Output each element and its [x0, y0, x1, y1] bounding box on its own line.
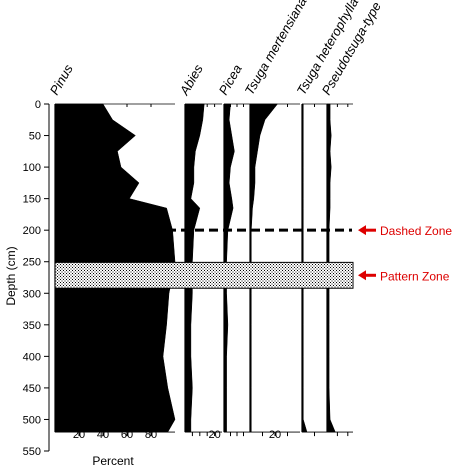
- x-tick-label: 20: [269, 429, 281, 441]
- taxon-area: [301, 103, 308, 433]
- taxon-name: Pinus: [47, 61, 76, 97]
- arrow-head: [358, 270, 366, 281]
- depth-tick-label: 0: [35, 99, 41, 111]
- x-axis-label: Percent: [92, 454, 134, 468]
- panel-pinus: 20 40 60 80 Pinus: [47, 61, 176, 441]
- x-tick-label: 80: [145, 429, 157, 441]
- panel-pseudotsuga-type: Pseudotsuga-type: [319, 0, 384, 437]
- depth-tick-label: 500: [23, 414, 41, 426]
- pattern-zone-label: Pattern Zone: [380, 269, 450, 283]
- taxon-area: [184, 103, 205, 433]
- depth-tick-label: 100: [23, 162, 41, 174]
- x-tick-label: 60: [121, 429, 133, 441]
- pattern-zone-arrow: [358, 270, 376, 281]
- x-tick-label: 20: [208, 429, 220, 441]
- dashed-zone-label: Dashed Zone: [380, 224, 452, 238]
- depth-tick-label: 550: [23, 446, 41, 458]
- pattern-zone-band: [54, 261, 354, 289]
- depth-axis-label: Depth (cm): [4, 246, 18, 305]
- zones: Dashed Zone Pattern Zone: [54, 224, 452, 289]
- depth-tick-label: 200: [23, 225, 41, 237]
- depth-tick-label: 150: [23, 194, 41, 206]
- x-tick-label: 20: [73, 429, 85, 441]
- depth-tick-label: 450: [23, 383, 41, 395]
- depth-tick-label: 350: [23, 320, 41, 332]
- depth-axis: Depth (cm) 0 50 100 150 200 250 300 350 400 450 50…: [4, 99, 50, 458]
- depth-tick-label: 250: [23, 257, 41, 269]
- depth-tick-label: 50: [29, 131, 41, 143]
- x-tick-label: 40: [97, 429, 109, 441]
- arrow-head: [358, 225, 366, 236]
- depth-tick-label: 400: [23, 351, 41, 363]
- dashed-zone-arrow: [358, 225, 376, 236]
- panel-picea: Picea: [216, 62, 250, 437]
- depth-tick-label: 300: [23, 288, 41, 300]
- panel-abies: 20 Abies: [176, 61, 222, 441]
- taxon-name: Abies: [176, 61, 206, 98]
- taxon-name: Picea: [216, 62, 245, 98]
